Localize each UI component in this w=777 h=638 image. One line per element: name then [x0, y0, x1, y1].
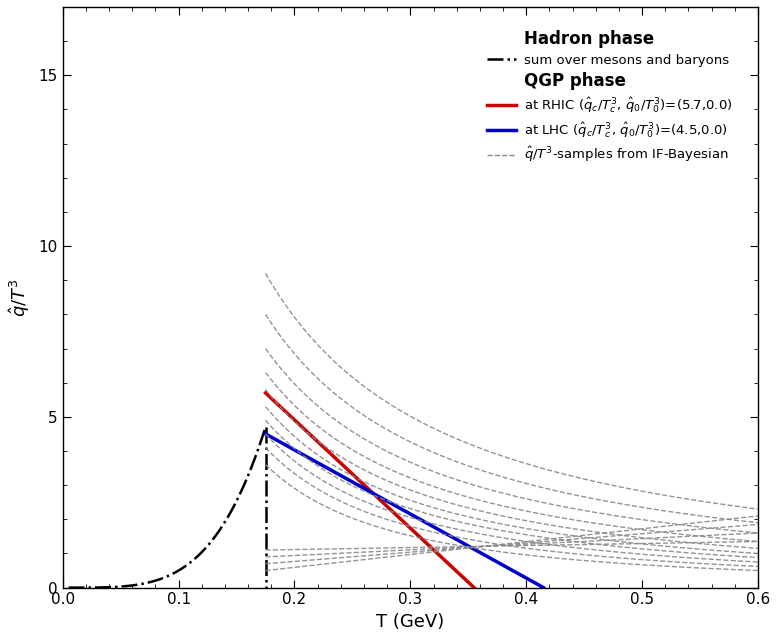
X-axis label: T (GeV): T (GeV) — [376, 613, 444, 631]
Y-axis label: $\hat{q}/T^3$: $\hat{q}/T^3$ — [7, 278, 32, 316]
Legend: Hadron phase, sum over mesons and baryons, QGP phase, at RHIC ($\hat{q}_c/T_c^3$: Hadron phase, sum over mesons and baryon… — [482, 25, 737, 170]
